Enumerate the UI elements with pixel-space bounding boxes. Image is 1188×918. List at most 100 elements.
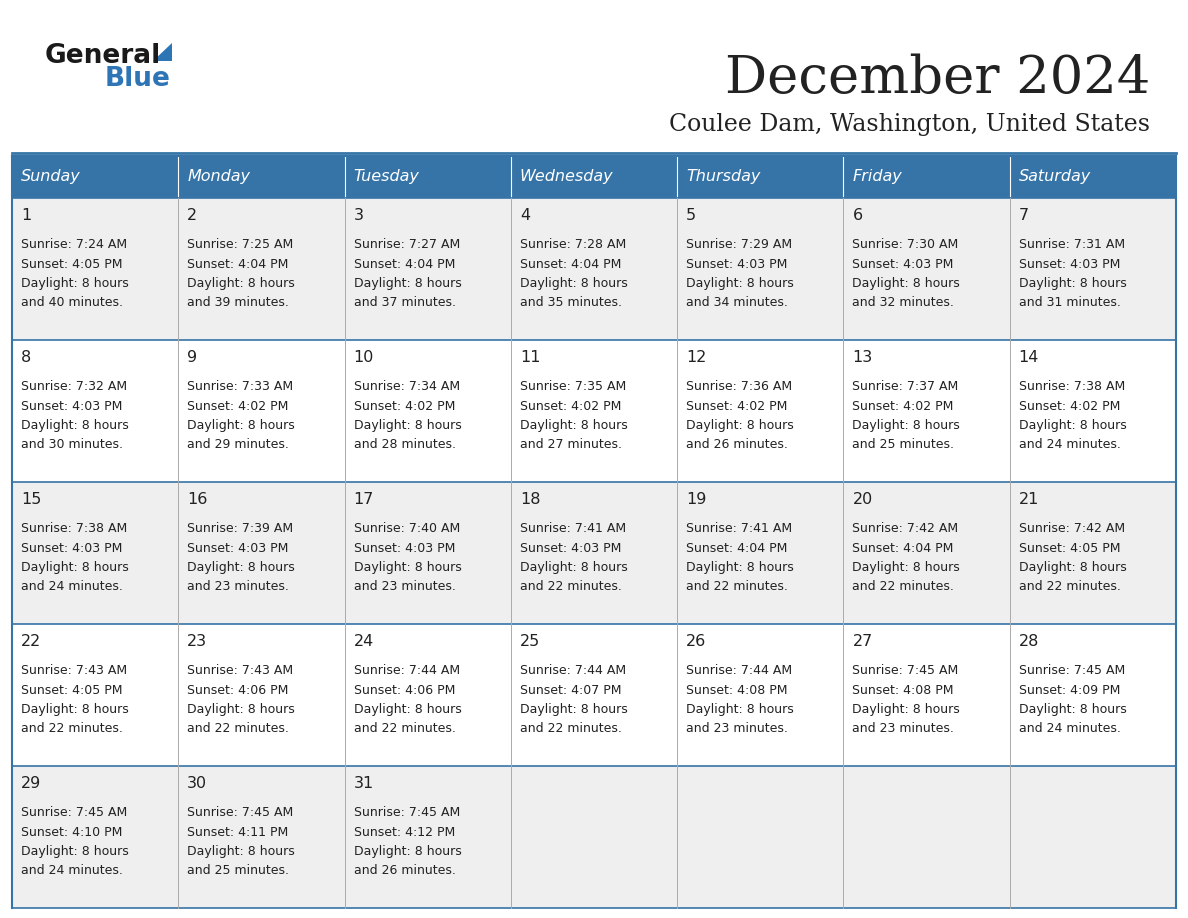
Text: Sunrise: 7:32 AM: Sunrise: 7:32 AM — [21, 380, 127, 393]
Text: and 37 minutes.: and 37 minutes. — [354, 297, 455, 309]
Text: Daylight: 8 hours: Daylight: 8 hours — [687, 561, 794, 574]
Text: Blue: Blue — [105, 66, 171, 92]
Text: Sunrise: 7:27 AM: Sunrise: 7:27 AM — [354, 238, 460, 251]
Text: Daylight: 8 hours: Daylight: 8 hours — [21, 703, 128, 716]
Bar — [345, 156, 511, 198]
Text: Sunrise: 7:43 AM: Sunrise: 7:43 AM — [21, 664, 127, 677]
Text: Daylight: 8 hours: Daylight: 8 hours — [188, 419, 295, 432]
Text: 30: 30 — [188, 776, 208, 791]
Text: 24: 24 — [354, 634, 374, 649]
Text: and 29 minutes.: and 29 minutes. — [188, 439, 289, 452]
Text: Daylight: 8 hours: Daylight: 8 hours — [354, 561, 461, 574]
Text: 27: 27 — [853, 634, 873, 649]
Bar — [1010, 766, 1176, 908]
Text: Daylight: 8 hours: Daylight: 8 hours — [188, 561, 295, 574]
Text: and 34 minutes.: and 34 minutes. — [687, 297, 788, 309]
Text: Sunset: 4:03 PM: Sunset: 4:03 PM — [21, 542, 122, 554]
Bar — [178, 482, 345, 624]
Text: Sunrise: 7:40 AM: Sunrise: 7:40 AM — [354, 522, 460, 535]
Bar — [843, 340, 1010, 482]
Text: Sunset: 4:03 PM: Sunset: 4:03 PM — [853, 258, 954, 271]
Bar — [511, 482, 677, 624]
Text: Sunrise: 7:44 AM: Sunrise: 7:44 AM — [354, 664, 460, 677]
Text: Daylight: 8 hours: Daylight: 8 hours — [354, 703, 461, 716]
Text: and 23 minutes.: and 23 minutes. — [687, 722, 788, 735]
Text: Sunrise: 7:44 AM: Sunrise: 7:44 AM — [687, 664, 792, 677]
Text: and 39 minutes.: and 39 minutes. — [188, 297, 289, 309]
Bar — [511, 156, 677, 198]
Text: Sunset: 4:02 PM: Sunset: 4:02 PM — [687, 399, 788, 412]
Text: Daylight: 8 hours: Daylight: 8 hours — [21, 845, 128, 858]
Bar — [12, 766, 178, 908]
Text: Daylight: 8 hours: Daylight: 8 hours — [354, 419, 461, 432]
Text: Sunrise: 7:36 AM: Sunrise: 7:36 AM — [687, 380, 792, 393]
Text: Daylight: 8 hours: Daylight: 8 hours — [687, 419, 794, 432]
Text: 11: 11 — [520, 350, 541, 365]
Bar — [178, 198, 345, 340]
Bar — [511, 624, 677, 766]
Text: Daylight: 8 hours: Daylight: 8 hours — [354, 277, 461, 290]
Text: and 23 minutes.: and 23 minutes. — [853, 722, 954, 735]
Bar — [843, 156, 1010, 198]
Text: Daylight: 8 hours: Daylight: 8 hours — [21, 561, 128, 574]
Bar — [178, 156, 345, 198]
Text: Sunset: 4:05 PM: Sunset: 4:05 PM — [21, 258, 122, 271]
Text: Sunrise: 7:34 AM: Sunrise: 7:34 AM — [354, 380, 460, 393]
Bar — [1010, 198, 1176, 340]
Text: and 23 minutes.: and 23 minutes. — [188, 580, 289, 594]
Text: Sunrise: 7:37 AM: Sunrise: 7:37 AM — [853, 380, 959, 393]
Bar — [843, 482, 1010, 624]
Text: Sunset: 4:04 PM: Sunset: 4:04 PM — [188, 258, 289, 271]
Text: and 22 minutes.: and 22 minutes. — [520, 722, 621, 735]
Text: Daylight: 8 hours: Daylight: 8 hours — [520, 703, 627, 716]
Text: Sunrise: 7:38 AM: Sunrise: 7:38 AM — [21, 522, 127, 535]
Text: 7: 7 — [1019, 208, 1029, 223]
Text: Sunset: 4:05 PM: Sunset: 4:05 PM — [21, 684, 122, 697]
Bar — [178, 624, 345, 766]
Text: Sunset: 4:02 PM: Sunset: 4:02 PM — [188, 399, 289, 412]
Text: Sunrise: 7:33 AM: Sunrise: 7:33 AM — [188, 380, 293, 393]
Bar — [677, 766, 843, 908]
Text: Sunset: 4:08 PM: Sunset: 4:08 PM — [853, 684, 954, 697]
Text: Daylight: 8 hours: Daylight: 8 hours — [21, 419, 128, 432]
Text: General: General — [45, 43, 162, 69]
Text: Sunset: 4:02 PM: Sunset: 4:02 PM — [520, 399, 621, 412]
Text: Wednesday: Wednesday — [520, 170, 613, 185]
Text: Sunrise: 7:42 AM: Sunrise: 7:42 AM — [853, 522, 959, 535]
Text: Sunrise: 7:42 AM: Sunrise: 7:42 AM — [1019, 522, 1125, 535]
Bar — [677, 340, 843, 482]
Bar — [345, 624, 511, 766]
Text: 13: 13 — [853, 350, 873, 365]
Text: Thursday: Thursday — [687, 170, 760, 185]
Text: 23: 23 — [188, 634, 208, 649]
Text: and 24 minutes.: and 24 minutes. — [21, 580, 122, 594]
Text: Sunset: 4:03 PM: Sunset: 4:03 PM — [21, 399, 122, 412]
Text: 22: 22 — [21, 634, 42, 649]
Text: and 30 minutes.: and 30 minutes. — [21, 439, 124, 452]
Text: and 24 minutes.: and 24 minutes. — [1019, 722, 1120, 735]
Bar — [677, 156, 843, 198]
Text: Daylight: 8 hours: Daylight: 8 hours — [354, 845, 461, 858]
Text: Daylight: 8 hours: Daylight: 8 hours — [1019, 277, 1126, 290]
Text: and 22 minutes.: and 22 minutes. — [354, 722, 455, 735]
Text: and 22 minutes.: and 22 minutes. — [687, 580, 788, 594]
Text: 1: 1 — [21, 208, 31, 223]
Bar — [345, 766, 511, 908]
Text: Sunrise: 7:41 AM: Sunrise: 7:41 AM — [520, 522, 626, 535]
Bar — [1010, 482, 1176, 624]
Text: Daylight: 8 hours: Daylight: 8 hours — [520, 561, 627, 574]
Text: and 24 minutes.: and 24 minutes. — [21, 865, 122, 878]
Text: Daylight: 8 hours: Daylight: 8 hours — [853, 419, 960, 432]
Text: Sunset: 4:04 PM: Sunset: 4:04 PM — [853, 542, 954, 554]
Bar — [511, 766, 677, 908]
Text: Daylight: 8 hours: Daylight: 8 hours — [687, 703, 794, 716]
Text: 26: 26 — [687, 634, 707, 649]
Text: Daylight: 8 hours: Daylight: 8 hours — [188, 845, 295, 858]
Text: 9: 9 — [188, 350, 197, 365]
Bar — [178, 340, 345, 482]
Text: Sunset: 4:04 PM: Sunset: 4:04 PM — [687, 542, 788, 554]
Bar — [511, 340, 677, 482]
Bar — [843, 766, 1010, 908]
Text: Tuesday: Tuesday — [354, 170, 419, 185]
Text: 19: 19 — [687, 492, 707, 507]
